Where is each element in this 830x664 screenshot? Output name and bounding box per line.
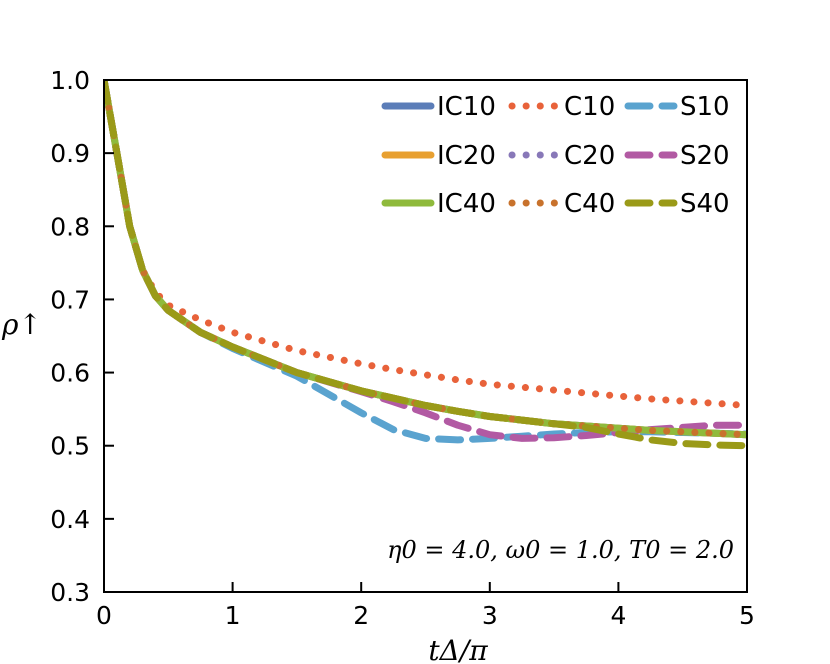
legend-label-s40: S40 — [680, 189, 730, 219]
y-tick-label: 0.4 — [50, 505, 90, 534]
series-line-ic40 — [104, 80, 747, 439]
legend: IC10 C10 S10 IC20 C20 S20 IC40 C40 S40 — [381, 92, 730, 219]
legend-label-c20: C20 — [564, 141, 615, 171]
series-line-c10 — [104, 80, 747, 409]
series-line-ic20 — [104, 80, 747, 439]
series-line-s10 — [104, 80, 747, 444]
legend-label-ic10: IC10 — [437, 92, 496, 122]
y-tick-label: 0.3 — [50, 578, 90, 607]
x-axis-label: tΔ/π — [428, 634, 488, 664]
series-line-c40 — [104, 80, 747, 439]
x-tick-label: 1 — [225, 601, 241, 630]
series-line-s40 — [104, 80, 747, 450]
series-line-ic10 — [104, 80, 747, 439]
y-axis-label: ρ↑ — [1, 308, 42, 341]
legend-label-s20: S20 — [680, 141, 730, 171]
y-tick-label: 0.6 — [50, 359, 90, 388]
x-tick-label: 2 — [353, 601, 369, 630]
tick-layer: 0 1 2 3 4 5 0.3 0.4 0.5 0.6 0.7 0.8 0.9 1.0 — [50, 66, 755, 630]
y-tick-label: 1.0 — [50, 66, 90, 95]
series-line-s20 — [104, 80, 747, 442]
plot-frame — [103, 79, 748, 593]
x-tick-label: 5 — [739, 601, 755, 630]
y-tick-label: 0.5 — [50, 432, 90, 461]
series-layer — [104, 80, 747, 450]
y-tick-label: 0.8 — [50, 212, 90, 241]
y-tick-label: 0.7 — [50, 285, 90, 314]
annotation: η0 = 4.0, ω0 = 1.0, T0 = 2.0 — [387, 536, 734, 564]
legend-label-c40: C40 — [564, 189, 615, 219]
legend-label-s10: S10 — [680, 92, 730, 122]
x-tick-label: 4 — [610, 601, 626, 630]
legend-label-c10: C10 — [564, 92, 615, 122]
legend-label-ic20: IC20 — [437, 141, 496, 171]
x-tick-label: 3 — [482, 601, 498, 630]
x-tick-label: 0 — [96, 601, 112, 630]
legend-label-ic40: IC40 — [437, 189, 496, 219]
y-tick-label: 0.9 — [50, 139, 90, 168]
series-line-c20 — [104, 80, 747, 439]
